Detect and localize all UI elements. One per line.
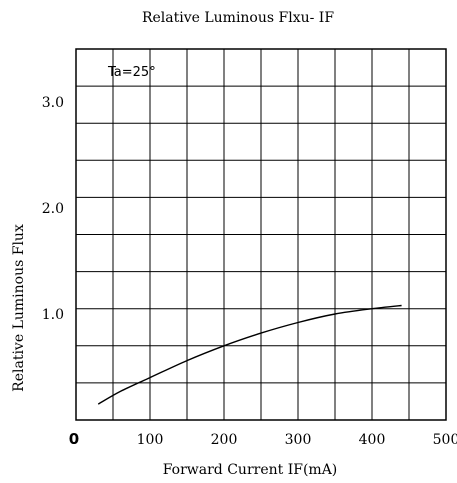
x-tick-label: 0 (69, 430, 79, 448)
x-tick-label: 500 (433, 432, 457, 448)
y-axis-label: Relative Luminous Flux (11, 224, 27, 392)
plot-frame (75, 48, 447, 421)
x-tick-label: 300 (285, 432, 312, 448)
y-tick-label: 3.0 (42, 95, 64, 111)
chart-title: Relative Luminous Flxu- IF (142, 10, 334, 26)
y-tick-labels: 1.0 2.0 3.0 (42, 95, 64, 323)
x-axis-label: Forward Current IF(mA) (163, 462, 338, 478)
series-line (97, 304, 402, 405)
x-tick-labels: 0 100 200 300 400 500 (69, 430, 457, 448)
grid (76, 49, 446, 420)
y-tick-label: 1.0 (42, 307, 64, 323)
x-tick-label: 200 (211, 432, 238, 448)
series-layer (97, 304, 402, 405)
x-tick-label: 400 (359, 432, 386, 448)
y-tick-label: 2.0 (42, 201, 64, 217)
annotation-ta: Ta=25° (107, 65, 156, 80)
x-tick-label: 100 (137, 432, 164, 448)
